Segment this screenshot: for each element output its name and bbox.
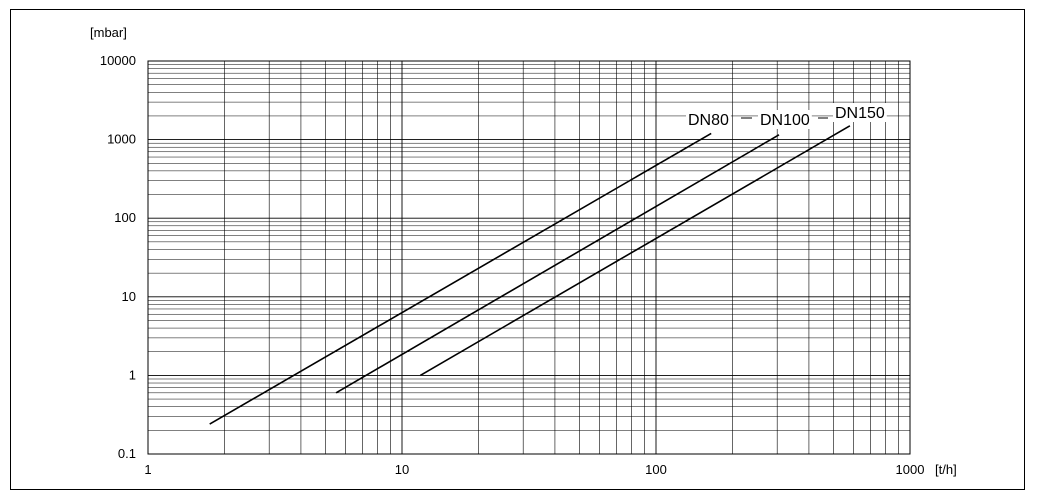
series-label-dn80: DN80 (688, 112, 729, 129)
plot-border (147, 60, 911, 455)
y-axis-unit: [mbar] (90, 25, 127, 40)
tick-labels: 1 10 100 1000 0.1 1 10 100 1000 10000 [mbar] [t/h] (90, 25, 957, 477)
x-tick-label: 1 (144, 462, 151, 477)
series-label-dn150: DN150 (835, 105, 885, 122)
y-tick-label: 1000 (107, 132, 136, 147)
series-label-bg (758, 110, 812, 129)
series-label-dn100: DN100 (760, 112, 810, 129)
x-tick-label: 10 (395, 462, 409, 477)
y-tick-label: 10 (122, 289, 136, 304)
series-line-dn150 (419, 125, 851, 377)
y-tick-label: 0.1 (118, 446, 136, 461)
series-line-dn100 (335, 134, 780, 394)
series-label-bg (833, 103, 887, 122)
series-line-dn80 (209, 132, 712, 425)
x-axis-unit: [t/h] (935, 462, 957, 477)
axes (147, 60, 911, 455)
y-tick-label: 1 (129, 367, 136, 382)
series-lines (209, 125, 851, 425)
x-tick-label: 100 (645, 462, 667, 477)
y-tick-label: 100 (114, 210, 136, 225)
x-tick-label: 1000 (896, 462, 925, 477)
series-label-bg (686, 110, 731, 129)
chart-frame (10, 9, 1025, 490)
y-tick-label: 10000 (100, 53, 136, 68)
series-labels: DN80 DN100 DN150 (686, 103, 887, 129)
